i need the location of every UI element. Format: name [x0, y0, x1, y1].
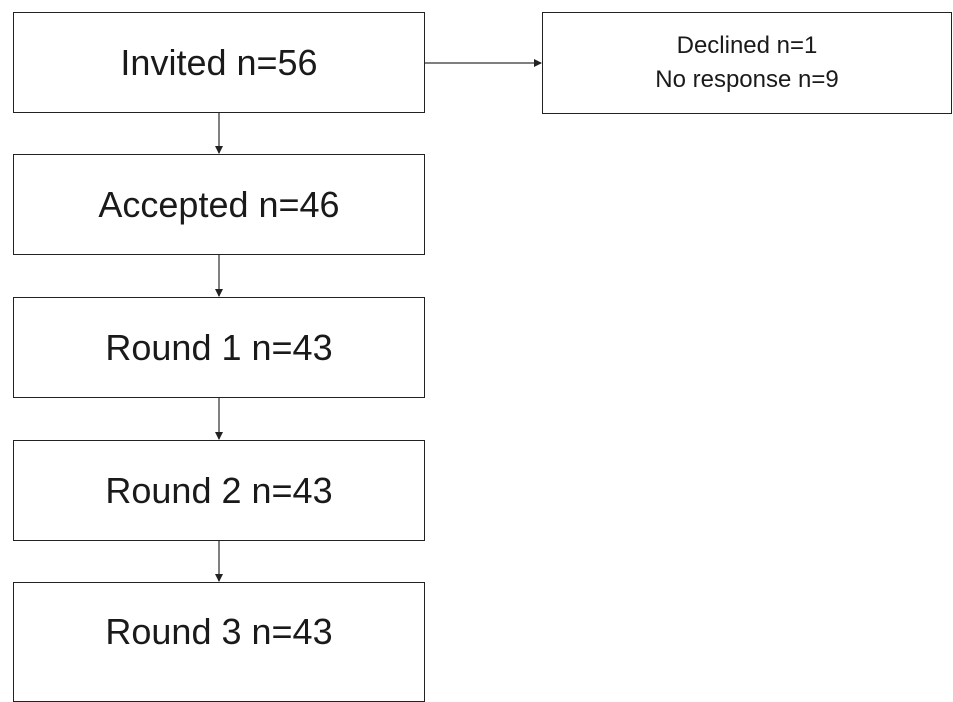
no-response-label: No response n=9: [655, 66, 839, 93]
round-1-label: Round 1 n=43: [105, 326, 333, 368]
excluded-box: Declined n=1 No response n=9: [542, 12, 952, 114]
invited-label: Invited n=56: [120, 41, 318, 83]
declined-label: Declined n=1: [676, 32, 818, 60]
round-3-label: Round 3 n=43: [105, 611, 333, 652]
invited-box: Invited n=56: [13, 12, 425, 113]
round-2-label: Round 2 n=43: [105, 469, 333, 511]
accepted-label: Accepted n=46: [98, 183, 340, 225]
accepted-box: Accepted n=46: [13, 154, 425, 255]
round-3-box: Round 3 n=43: [13, 582, 425, 702]
round-2-box: Round 2 n=43: [13, 440, 425, 541]
round-1-box: Round 1 n=43: [13, 297, 425, 398]
